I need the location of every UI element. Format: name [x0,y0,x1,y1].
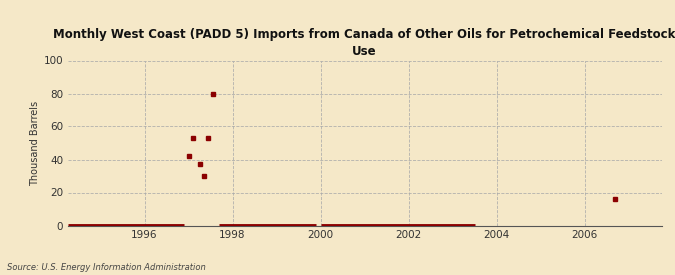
Y-axis label: Thousand Barrels: Thousand Barrels [30,100,40,186]
Text: Source: U.S. Energy Information Administration: Source: U.S. Energy Information Administ… [7,263,205,272]
Title: Monthly West Coast (PADD 5) Imports from Canada of Other Oils for Petrochemical : Monthly West Coast (PADD 5) Imports from… [53,28,675,58]
